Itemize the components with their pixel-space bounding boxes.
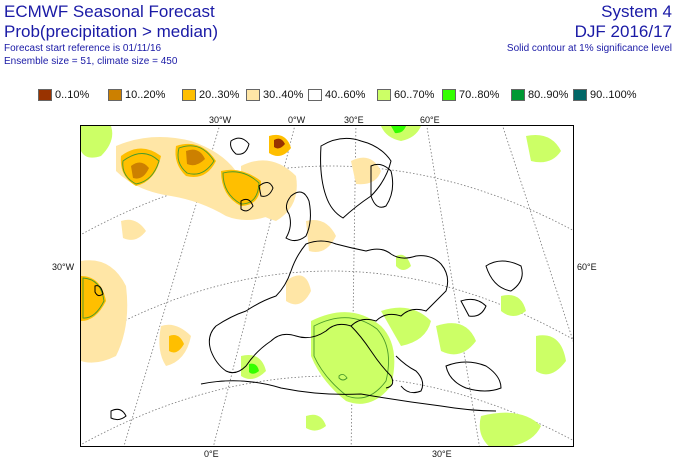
north-africa-coastline: [200, 380, 497, 412]
legend-item: 40..60%: [308, 88, 365, 102]
significance-contour: [82, 277, 105, 319]
ensemble-size: Ensemble size = 51, climate size = 450: [4, 56, 178, 67]
legend-swatch: [38, 89, 52, 101]
prob-60-70-area: [536, 335, 566, 375]
anatolia-coastline: [445, 361, 502, 392]
italy-coastline: [350, 325, 394, 389]
axis-label-bottom: 30°E: [432, 449, 452, 459]
ireland-coastline: [240, 198, 254, 212]
prob-60-70-area: [396, 254, 411, 270]
prob-30-40-area: [241, 160, 297, 221]
axis-label-right: 60°E: [577, 262, 597, 272]
azores-coastline: [94, 285, 104, 297]
probability-map: [80, 125, 574, 447]
black-sea-coastline: [460, 298, 487, 317]
prob-60-70-area: [526, 135, 561, 163]
prob-60-70-area: [381, 307, 431, 346]
graticule-meridian: [426, 126, 480, 446]
significance-note: Solid contour at 1% significance level: [506, 43, 672, 54]
prob-70-80-area: [391, 126, 406, 134]
legend-item: 10..20%: [108, 88, 165, 102]
significance-contour: [177, 145, 215, 175]
axis-label-top: 0°W: [288, 115, 306, 125]
prob-30-40-area: [121, 219, 146, 240]
bothnia-coastline: [370, 163, 394, 208]
iceland-coastline: [230, 137, 250, 155]
axis-label-top: 30°E: [344, 115, 364, 125]
legend-label: 30..40%: [263, 89, 304, 101]
continental-coastline: [208, 240, 449, 374]
map-title: ECMWF Seasonal Forecast: [4, 2, 215, 21]
legend-swatch: [511, 89, 525, 101]
axis-label-top: 30°W: [209, 115, 232, 125]
faroe-coastline: [258, 182, 274, 197]
map-subtitle: Prob(precipitation > median): [4, 22, 219, 41]
graticule-meridian: [123, 126, 220, 446]
graticule-meridian: [502, 126, 573, 342]
graticule-meridian: [213, 126, 296, 446]
greece-coastline: [395, 355, 424, 394]
legend-item: 70..80%: [442, 88, 499, 102]
legend-label: 60..70%: [394, 89, 435, 101]
legend-item: 60..70%: [377, 88, 434, 102]
legend-label: 0..10%: [55, 89, 90, 101]
system-label: System 4: [601, 2, 672, 21]
legend-label: 80..90%: [528, 89, 569, 101]
legend-item: 80..90%: [511, 88, 568, 102]
legend-label: 10..20%: [125, 89, 166, 101]
canary-coastline: [110, 408, 127, 421]
significance-contours: [82, 145, 389, 399]
prob-60-70-area: [306, 414, 326, 431]
legend-swatch: [573, 89, 587, 101]
legend-swatch: [442, 89, 456, 101]
dry-anomaly-areas: [81, 134, 381, 366]
graticule: [81, 126, 573, 446]
legend-item: 0..10%: [38, 88, 89, 102]
legend-item: 20..30%: [182, 88, 239, 102]
prob-60-70-area: [381, 126, 421, 141]
legend-swatch: [377, 89, 391, 101]
legend-item: 90..100%: [573, 88, 636, 102]
significance-contour: [122, 153, 160, 185]
forecast-start-reference: Forecast start reference is 01/11/16: [4, 43, 162, 54]
prob-60-70-area: [479, 412, 541, 446]
graticule-parallel: [81, 270, 573, 345]
map-canvas: [81, 126, 573, 446]
legend-label: 20..30%: [199, 89, 240, 101]
prob-20-30-area: [221, 169, 261, 206]
legend-label: 40..60%: [325, 89, 366, 101]
legend-label: 90..100%: [590, 89, 637, 101]
prob-30-40-area: [351, 157, 381, 185]
prob-10-20-area: [186, 149, 205, 166]
legend-label: 70..80%: [459, 89, 500, 101]
prob-30-40-area: [306, 220, 336, 252]
prob-60-70-area: [501, 295, 526, 316]
britain-coastline: [285, 191, 311, 242]
graticule-parallel: [81, 165, 573, 236]
coastlines: [94, 137, 523, 421]
prob-20-30-area: [169, 335, 184, 353]
axis-label-bottom: 0°E: [204, 449, 219, 459]
significance-contour: [313, 317, 389, 399]
prob-60-70-area: [81, 126, 113, 158]
caspian-coastline: [485, 260, 523, 292]
prob-30-40-area: [286, 275, 311, 305]
axis-label-left: 30°W: [52, 262, 75, 272]
graticule-parallel: [81, 375, 573, 446]
wet-anomaly-areas: [81, 126, 566, 446]
legend-swatch: [182, 89, 196, 101]
season-label: DJF 2016/17: [574, 22, 672, 41]
legend-item: 30..40%: [246, 88, 303, 102]
legend-swatch: [246, 89, 260, 101]
axis-label-top: 60°E: [420, 115, 440, 125]
prob-60-70-area: [436, 323, 476, 355]
prob-10-20-area: [131, 162, 149, 179]
legend-swatch: [308, 89, 322, 101]
legend-swatch: [108, 89, 122, 101]
significance-contour: [222, 171, 260, 205]
prob-60-70-area: [311, 312, 395, 404]
prob-0-10-area: [274, 138, 285, 149]
significance-contour: [338, 373, 348, 381]
prob-70-80-area: [249, 363, 259, 374]
